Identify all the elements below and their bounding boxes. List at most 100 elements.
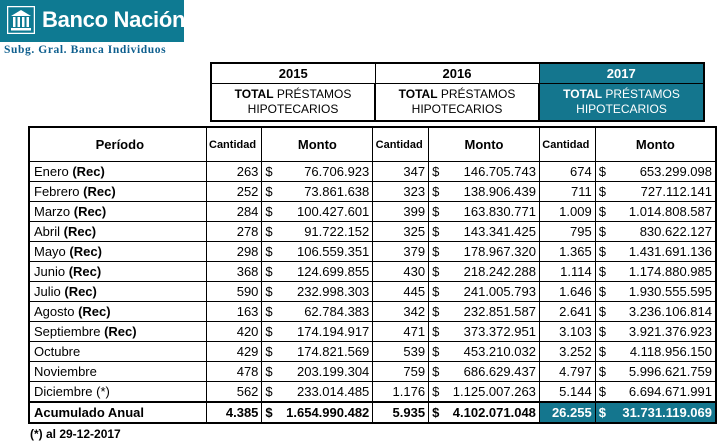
table-row: Diciembre (*) 562 $233.014.485 1.176 $1.125.… [29, 381, 716, 403]
period-name: Septiembre [34, 324, 105, 339]
qty-cell-2016: 325 [372, 221, 430, 242]
amount-cell-2016: 686.629.437 [445, 361, 540, 382]
footnote: (*) al 29-12-2017 [30, 427, 121, 441]
amount-cell-2015: 76.706.923 [279, 161, 374, 182]
amount-cell-2017: 1.431.691.136 [612, 241, 716, 262]
amount-cell-2016: 163.830.771 [445, 201, 540, 222]
currency-sign: $ [428, 261, 446, 282]
label-2016: TOTAL PRÉSTAMOS HIPOTECARIOS [374, 83, 540, 122]
amount-header-2016: Monto [428, 127, 540, 162]
table-row: Mayo (Rec) 298 $106.559.351 379 $178.967.320… [29, 241, 716, 262]
year-header-table: 2015 2016 2017 TOTAL PRÉSTAMOS HIPOTECARI… [210, 62, 705, 122]
rec-marker: (Rec) [69, 244, 102, 259]
table-row: Octubre 429 $174.821.569 539 $453.210.032 3.2… [29, 341, 716, 362]
amount-cell-2017: 653.299.098 [612, 161, 716, 182]
amount-cell-2016: 218.242.288 [445, 261, 540, 282]
qty-cell-2016: 539 [372, 341, 430, 362]
currency-sign: $ [595, 381, 613, 403]
qty-cell-2016: 347 [372, 161, 430, 182]
currency-sign: $ [261, 401, 280, 424]
period-name: Enero [34, 164, 73, 179]
currency-sign: $ [595, 401, 613, 424]
qty-cell-2016: 379 [372, 241, 430, 262]
period-name: Julio [34, 284, 65, 299]
qty-cell-2015: 163 [206, 301, 263, 322]
amount-cell-2017: 3.921.376.923 [612, 321, 716, 342]
qty-cell-2017: 1.114 [539, 261, 596, 282]
currency-sign: $ [595, 321, 613, 342]
qty-cell-2015: 478 [206, 361, 263, 382]
currency-sign: $ [261, 221, 280, 242]
currency-sign: $ [261, 281, 280, 302]
qty-cell-2016: 430 [372, 261, 430, 282]
currency-sign: $ [428, 241, 446, 262]
period-cell: Marzo (Rec) [29, 201, 207, 222]
table-row: Junio (Rec) 368 $124.699.855 430 $218.242.28… [29, 261, 716, 282]
qty-cell-2017: 1.365 [539, 241, 596, 262]
rec-marker: (Rec) [83, 184, 116, 199]
qty-cell-2017: 2.641 [539, 301, 596, 322]
label-2017: TOTAL PRÉSTAMOS HIPOTECARIOS [538, 83, 705, 122]
period-cell: Febrero (Rec) [29, 181, 207, 202]
qty-cell-2016: 759 [372, 361, 430, 382]
amount-cell-2017: 1.930.555.595 [612, 281, 716, 302]
period-name: Noviembre [34, 364, 97, 379]
amount-cell-2015: 174.194.917 [279, 321, 374, 342]
table-row: Marzo (Rec) 284 $100.427.601 399 $163.830.77… [29, 201, 716, 222]
qty-cell-2017: 1.646 [539, 281, 596, 302]
period-cell: Diciembre (*) [29, 381, 207, 403]
table-row: Abril (Rec) 278 $91.722.152 325 $143.341.425… [29, 221, 716, 242]
period-cell: Septiembre (Rec) [29, 321, 207, 342]
amount-cell-2017: 727.112.141 [612, 181, 716, 202]
amount-cell-2016: 453.210.032 [445, 341, 540, 362]
qty-header-2017: Cantidad [539, 127, 596, 162]
period-name: Diciembre (*) [34, 384, 110, 399]
currency-sign: $ [261, 261, 280, 282]
total-amount-2015: 1.654.990.482 [279, 401, 374, 424]
qty-cell-2015: 278 [206, 221, 263, 242]
year-row: 2015 2016 2017 [210, 62, 705, 84]
amount-cell-2017: 6.694.671.991 [612, 381, 716, 403]
currency-sign: $ [428, 301, 446, 322]
total-amount-2017: 31.731.119.069 [612, 401, 716, 424]
table-row: Febrero (Rec) 252 $73.861.638 323 $138.906.4… [29, 181, 716, 202]
year-2016: 2016 [374, 62, 540, 84]
currency-sign: $ [261, 381, 280, 403]
amount-cell-2015: 62.784.383 [279, 301, 374, 322]
currency-sign: $ [595, 361, 613, 382]
qty-cell-2016: 445 [372, 281, 430, 302]
qty-cell-2017: 674 [539, 161, 596, 182]
rec-marker: (Rec) [72, 164, 105, 179]
period-cell: Abril (Rec) [29, 221, 207, 242]
currency-sign: $ [595, 241, 613, 262]
period-name: Junio [34, 264, 69, 279]
currency-sign: $ [261, 341, 280, 362]
amount-cell-2015: 232.998.303 [279, 281, 374, 302]
amount-cell-2015: 124.699.855 [279, 261, 374, 282]
currency-sign: $ [428, 161, 446, 182]
currency-sign: $ [428, 321, 446, 342]
amount-header-2017: Monto [595, 127, 716, 162]
logo-text: Banco Nación [42, 7, 186, 32]
currency-sign: $ [261, 361, 280, 382]
period-cell: Mayo (Rec) [29, 241, 207, 262]
currency-sign: $ [595, 261, 613, 282]
qty-cell-2017: 3.103 [539, 321, 596, 342]
logo-subtitle: Subg. Gral. Banca Individuos [4, 44, 167, 56]
qty-cell-2017: 1.009 [539, 201, 596, 222]
qty-cell-2015: 252 [206, 181, 263, 202]
period-name: Mayo [34, 244, 70, 259]
period-cell: Junio (Rec) [29, 261, 207, 282]
qty-cell-2017: 795 [539, 221, 596, 242]
total-qty-2016: 5.935 [372, 401, 430, 424]
year-label-row: TOTAL PRÉSTAMOS HIPOTECARIOS TOTAL PRÉSTA… [210, 83, 705, 122]
currency-sign: $ [261, 301, 280, 322]
amount-cell-2016: 143.341.425 [445, 221, 540, 242]
currency-sign: $ [595, 301, 613, 322]
currency-sign: $ [261, 161, 280, 182]
period-header: Período [29, 127, 207, 162]
currency-sign: $ [261, 241, 280, 262]
qty-cell-2015: 429 [206, 341, 263, 362]
currency-sign: $ [595, 161, 613, 182]
total-qty-2015: 4.385 [206, 401, 263, 424]
